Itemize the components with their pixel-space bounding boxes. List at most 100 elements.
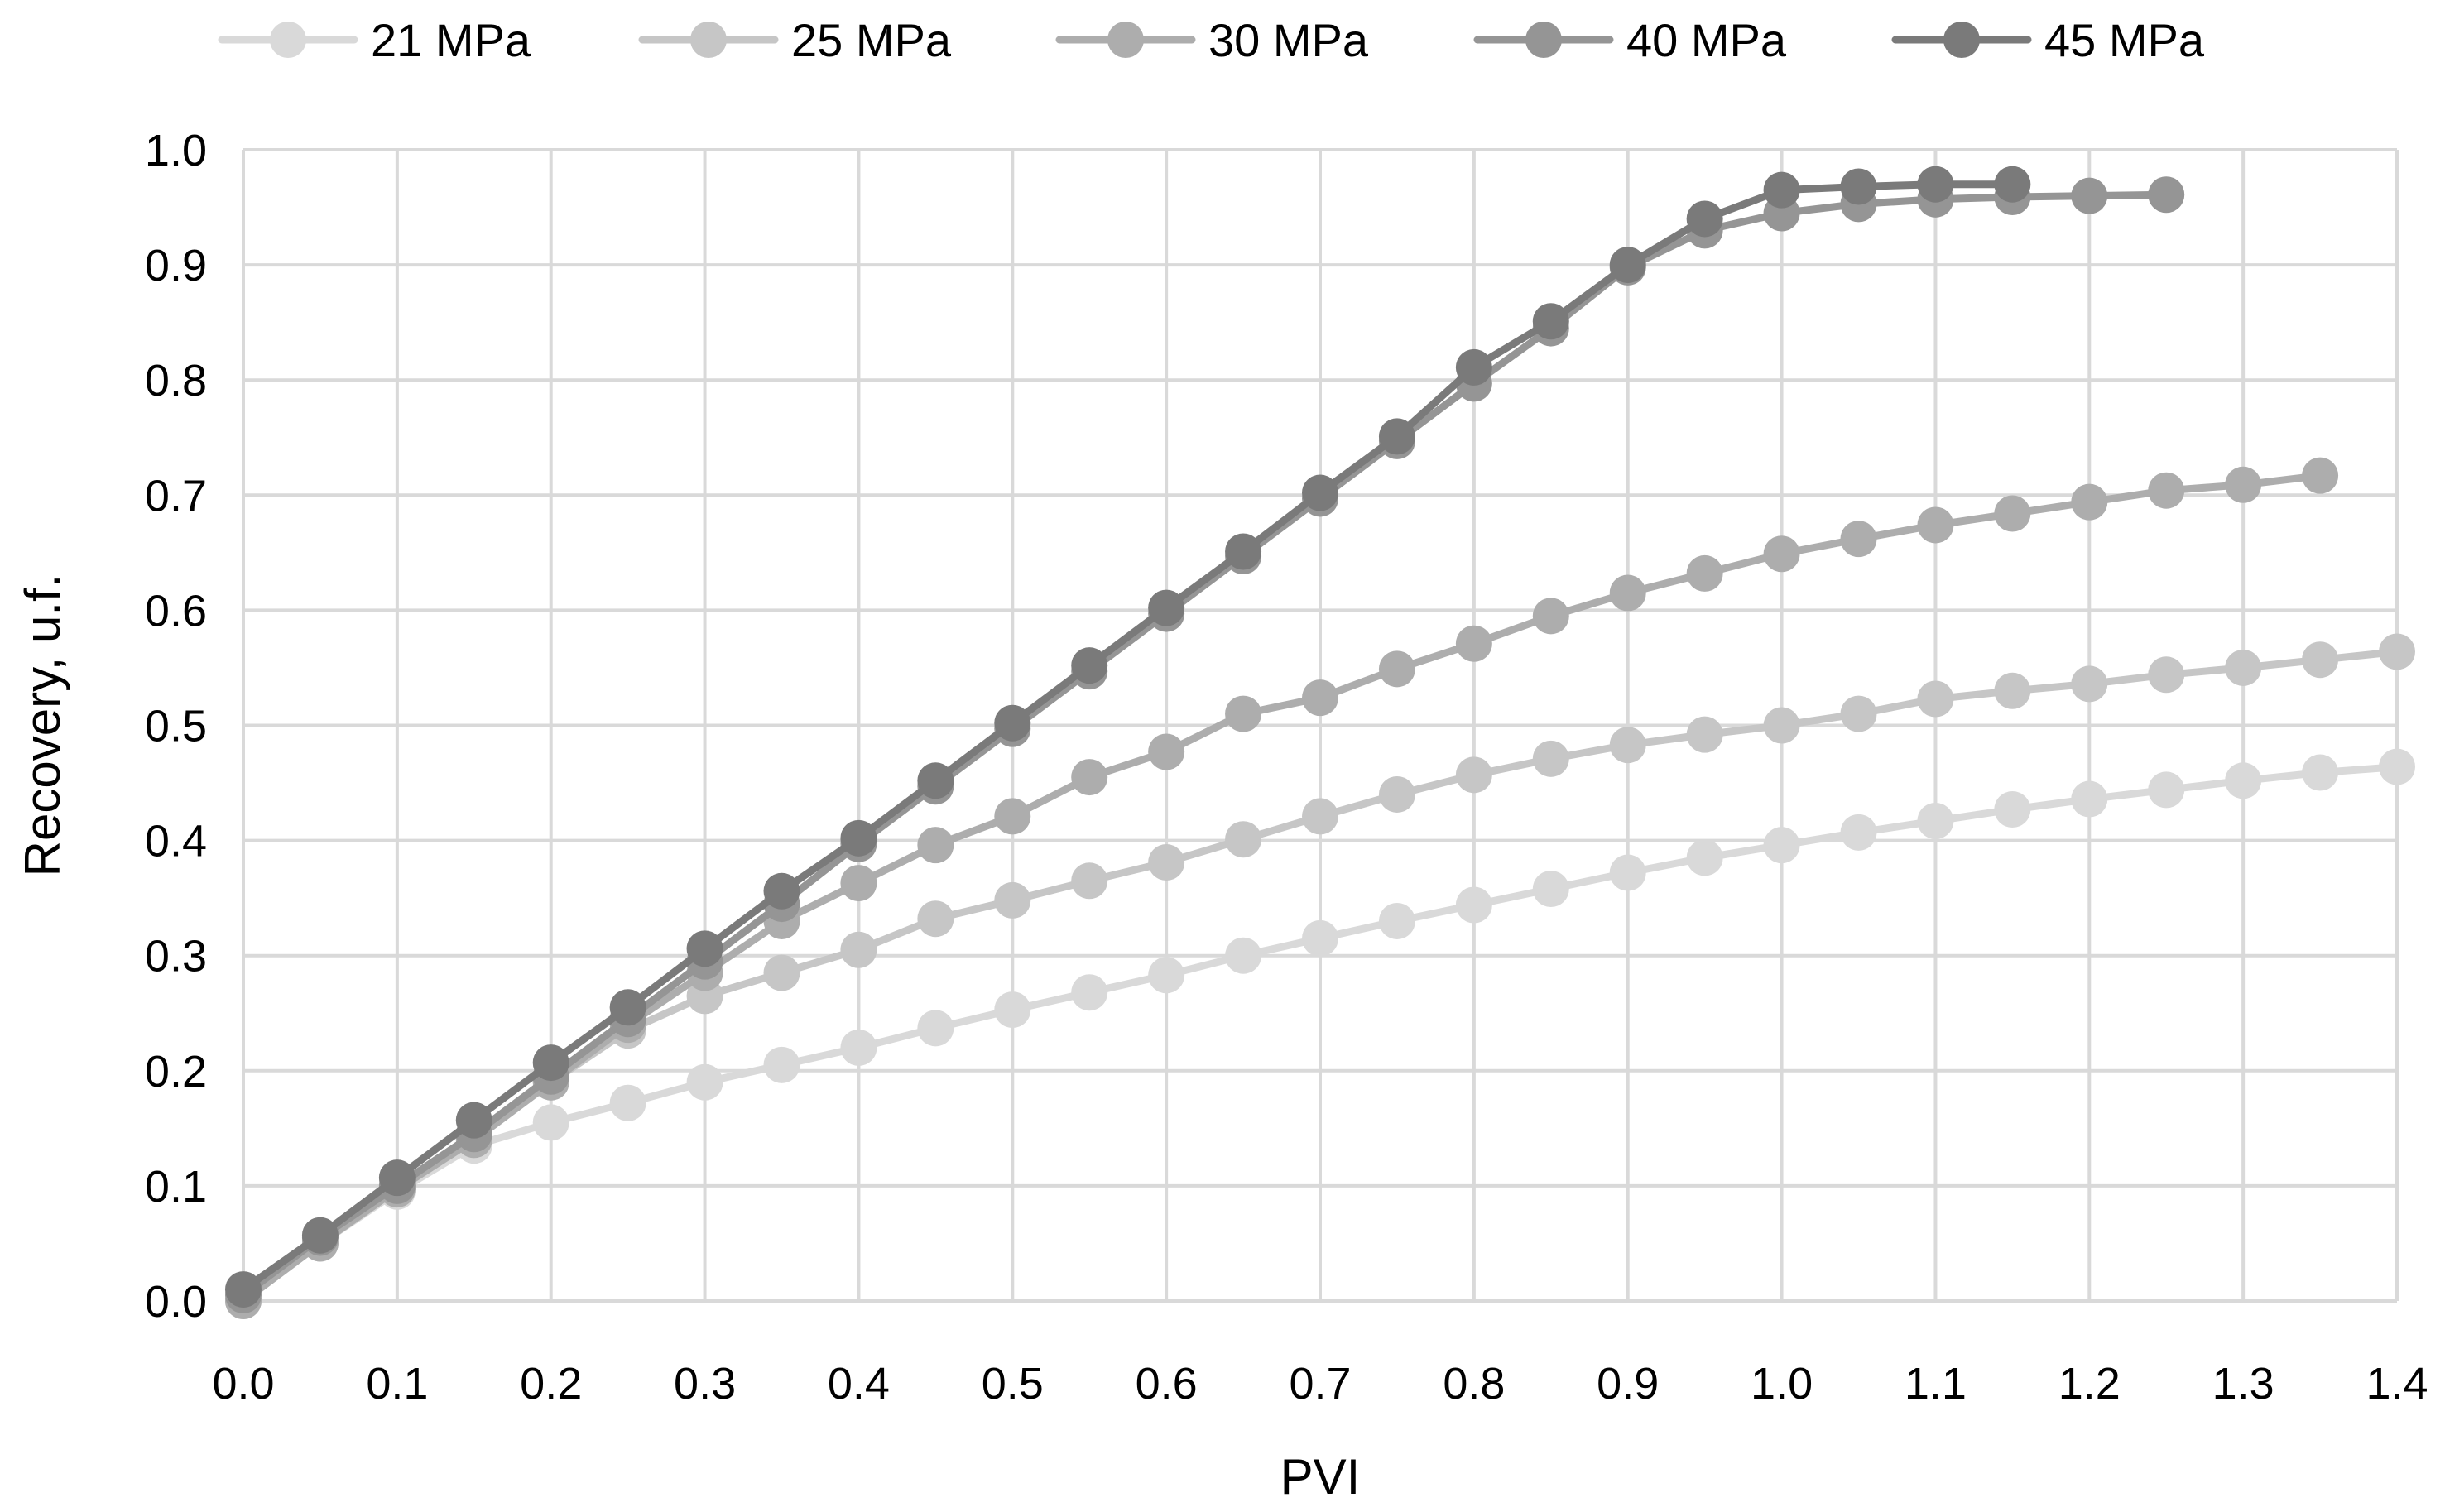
data-point: [2302, 754, 2339, 791]
data-point: [1917, 802, 1954, 839]
legend-entry: 30 MPa: [1055, 14, 1369, 66]
data-point: [840, 865, 877, 902]
data-point: [2071, 177, 2108, 214]
legend-label: 25 MPa: [791, 14, 952, 66]
data-point: [917, 827, 954, 864]
y-tick-label: 0.0: [145, 1277, 207, 1327]
data-point: [1148, 957, 1185, 994]
data-point: [1225, 937, 1262, 974]
data-point: [1302, 919, 1338, 957]
data-point: [994, 798, 1031, 835]
y-tick-label: 0.8: [145, 356, 207, 406]
x-tick-label: 1.4: [2366, 1359, 2428, 1409]
y-tick-label: 1.0: [145, 126, 207, 175]
data-point: [686, 930, 723, 967]
data-point: [1917, 506, 1954, 544]
y-axis-ticks: 0.0 0.1 0.2 0.3 0.4 0.5 0.6 0.7 0.8 0.9 1.0: [145, 126, 207, 1327]
data-point: [1532, 871, 1569, 908]
y-tick-label: 0.9: [145, 241, 207, 290]
data-point: [1609, 854, 1646, 891]
data-point: [378, 1159, 416, 1197]
data-point: [917, 900, 954, 938]
data-point: [2379, 633, 2415, 670]
series-30-mpa: [225, 457, 2339, 1319]
data-point: [840, 931, 877, 968]
data-point: [1917, 166, 1954, 203]
y-tick-label: 0.3: [145, 932, 207, 982]
data-point: [609, 989, 646, 1026]
data-point: [2148, 656, 2185, 694]
legend-swatch-marker: [1943, 22, 1980, 58]
data-point: [1455, 886, 1492, 924]
data-point: [1378, 902, 1415, 939]
data-point: [1225, 695, 1262, 732]
data-point: [2302, 641, 2339, 679]
data-point: [840, 1029, 877, 1066]
data-point: [1763, 171, 1800, 209]
data-point: [917, 1010, 954, 1047]
data-point: [1148, 589, 1185, 626]
data-point: [1686, 200, 1723, 238]
data-point: [917, 762, 954, 799]
x-tick-label: 0.5: [982, 1359, 1044, 1409]
legend-swatch-marker: [270, 22, 306, 58]
y-tick-label: 0.7: [145, 471, 207, 521]
legend-entry: 45 MPa: [1891, 14, 2205, 66]
y-tick-label: 0.4: [145, 817, 207, 866]
data-point: [2148, 472, 2185, 509]
legend-entry: 40 MPa: [1473, 14, 1787, 66]
data-point: [1455, 348, 1492, 386]
legend-label: 30 MPa: [1208, 14, 1369, 66]
x-tick-label: 0.2: [520, 1359, 582, 1409]
data-point: [455, 1102, 492, 1139]
data-point: [1840, 814, 1877, 851]
data-point: [225, 1271, 262, 1308]
data-point: [1532, 740, 1569, 777]
data-point: [2071, 665, 2108, 703]
series-45-mpa: [225, 166, 2031, 1308]
y-axis-title: Recovery, u.f.: [15, 574, 70, 877]
data-point: [686, 1063, 723, 1101]
data-point: [1686, 554, 1723, 592]
data-point: [1378, 775, 1415, 813]
data-point: [1686, 839, 1723, 876]
data-point: [2225, 466, 2262, 503]
x-tick-label: 1.1: [1905, 1359, 1967, 1409]
data-point: [763, 954, 800, 991]
legend-swatch-marker: [1525, 22, 1562, 58]
data-point: [840, 819, 877, 857]
x-tick-label: 0.0: [212, 1359, 274, 1409]
data-point: [532, 1104, 569, 1141]
y-tick-label: 0.5: [145, 702, 207, 751]
data-point: [763, 1046, 800, 1083]
x-axis-ticks: 0.0 0.1 0.2 0.3 0.4 0.5 0.6 0.7 0.8 0.9 1.0 1.1 1.2 1…: [212, 1359, 2428, 1409]
data-point: [2379, 748, 2415, 785]
data-point: [1532, 598, 1569, 635]
data-point: [2225, 649, 2262, 686]
data-point: [1302, 798, 1338, 835]
data-point: [2302, 457, 2339, 494]
x-tick-label: 1.2: [2058, 1359, 2121, 1409]
data-point: [2071, 483, 2108, 521]
data-point: [1763, 707, 1800, 744]
data-point: [1071, 647, 1108, 684]
data-point: [1378, 418, 1415, 455]
data-point: [2071, 780, 2108, 818]
x-tick-label: 0.4: [828, 1359, 890, 1409]
data-point: [994, 881, 1031, 919]
data-point: [1763, 827, 1800, 864]
x-tick-label: 1.0: [1751, 1359, 1813, 1409]
data-point: [1994, 495, 2031, 532]
data-point: [1225, 821, 1262, 858]
x-tick-label: 0.7: [1289, 1359, 1351, 1409]
data-point: [1840, 168, 1877, 205]
data-point: [1840, 521, 1877, 558]
data-point: [1455, 756, 1492, 794]
data-point: [1994, 791, 2031, 828]
data-point: [2225, 762, 2262, 799]
data-point: [1763, 535, 1800, 573]
series-40-mpa: [225, 176, 2185, 1314]
x-tick-label: 0.3: [674, 1359, 736, 1409]
data-point: [2148, 771, 2185, 809]
